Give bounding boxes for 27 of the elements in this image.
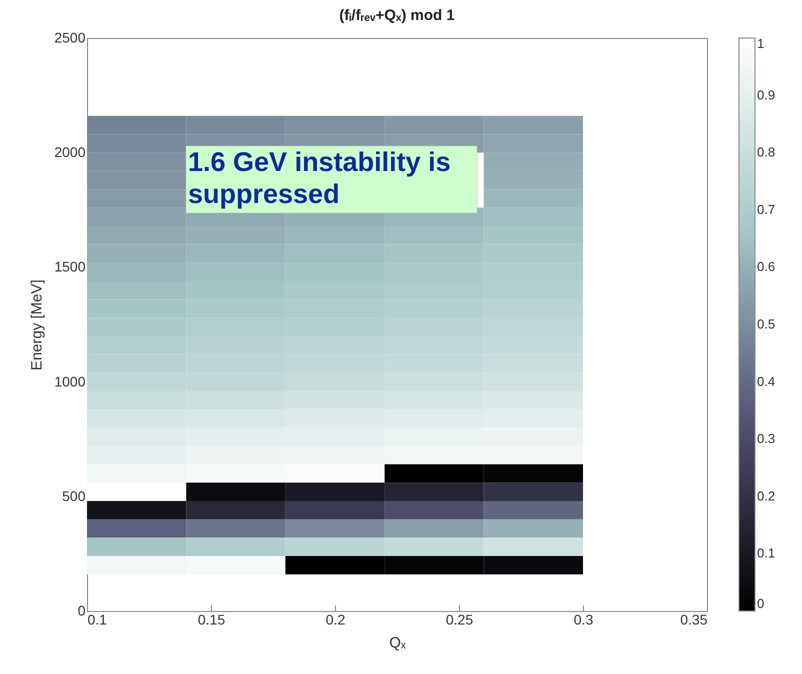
color-bar-label: 1 [757, 36, 764, 51]
x-tick-label: 0.25 [446, 612, 474, 628]
chart-title: (fᵢ/fᵣₑᵥ+Qₓ) mod 1 [339, 7, 455, 24]
x-axis-title: Qₓ [389, 634, 406, 652]
color-bar-label: 0.3 [757, 431, 776, 446]
color-bar-label: 0 [757, 596, 764, 611]
color-bar-label: 0.8 [757, 144, 776, 160]
y-tick-label: 1000 [54, 373, 86, 390]
y-tick-label: 2000 [54, 144, 86, 160]
y-tick-label: 0 [78, 602, 86, 618]
x-tick-label: 0.35 [680, 612, 708, 628]
x-tick-label: 0.3 [574, 612, 594, 628]
color-bar-label: 0.6 [757, 259, 776, 274]
x-tick-label: 0.2 [326, 612, 346, 628]
y-axis-title: Energy [MeV] [28, 280, 46, 370]
color-bar-label: 0.9 [757, 87, 776, 102]
annotation: 1.6 GeV instability is suppressed [188, 147, 451, 209]
y-tick-label: 2500 [54, 30, 86, 46]
color-bar-label: 0.7 [757, 202, 776, 217]
color-bar-label: 0.1 [757, 546, 776, 561]
y-tick-label: 500 [62, 488, 86, 504]
color-bar-label: 0.5 [757, 316, 776, 332]
x-tick-label: 0.1 [88, 612, 108, 628]
color-bar-label: 0.2 [757, 488, 776, 504]
color-bar-label: 0.4 [757, 374, 776, 389]
x-tick-label: 0.15 [198, 612, 226, 628]
y-tick-label: 1500 [54, 258, 86, 275]
